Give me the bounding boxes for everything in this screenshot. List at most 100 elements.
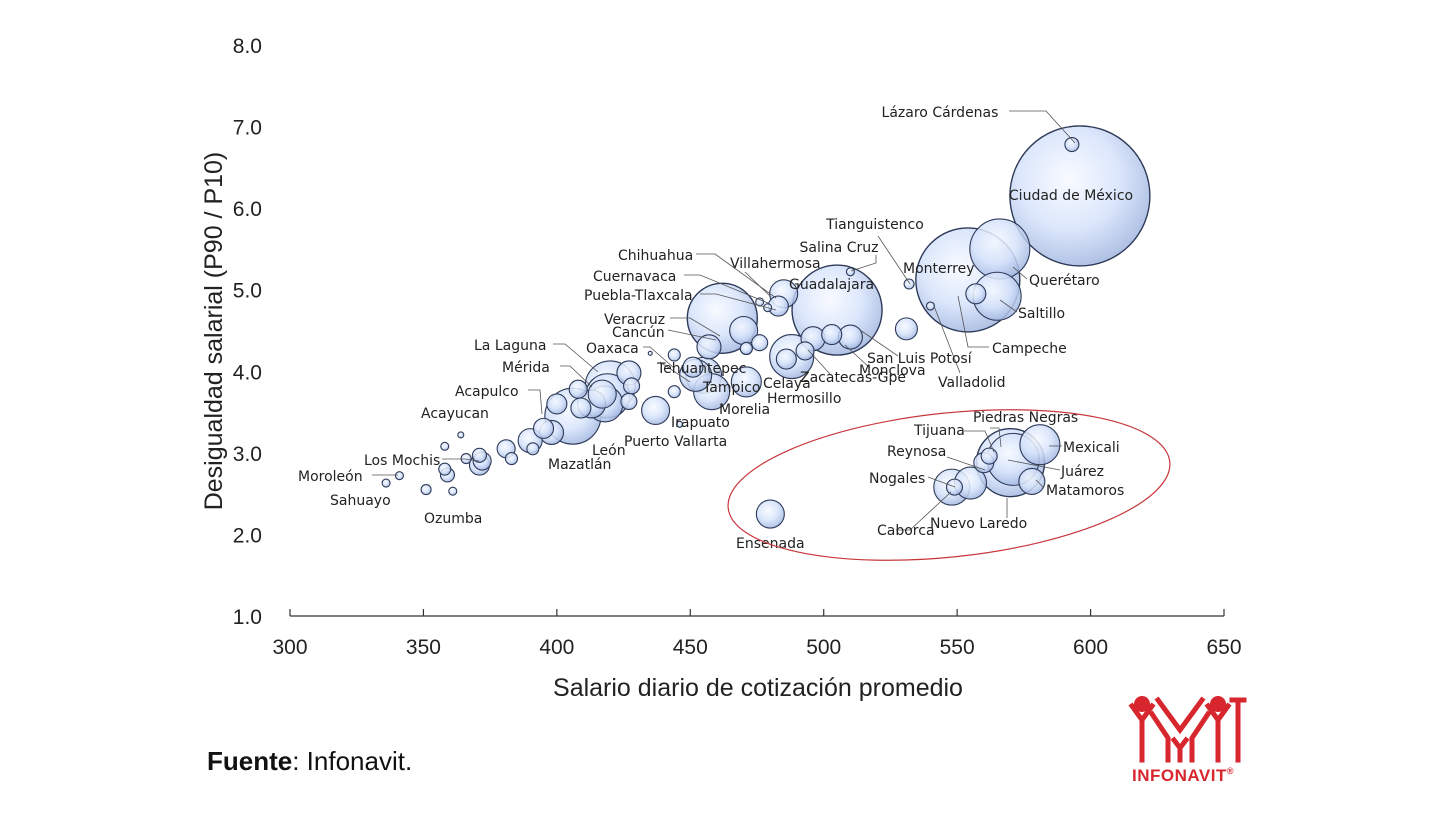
- x-tick-label: 400: [539, 636, 574, 659]
- bubble-mexicali: [1019, 424, 1061, 466]
- x-tick-label: 300: [272, 636, 307, 659]
- bubble: [570, 397, 592, 419]
- bubble-acapulco: [532, 417, 555, 439]
- label-valladolid: Valladolid: [938, 375, 1006, 391]
- y-tick-label: 6.0: [233, 198, 262, 221]
- label-cuernavaca: Cuernavaca: [593, 269, 676, 285]
- leader-line-veracruz: [670, 317, 721, 337]
- bubble-celaya: [751, 334, 769, 352]
- bubble-salina-cruz: [845, 267, 855, 277]
- y-tick-label: 5.0: [233, 280, 262, 303]
- leader-line-piedras-negras: [990, 427, 1002, 448]
- leader-line-reynosa: [946, 456, 986, 471]
- bubble-lázaro-cárdenas: [1064, 136, 1080, 153]
- bubble-monclova: [795, 341, 815, 361]
- label-lázaro-cárdenas: Lázaro Cárdenas: [882, 105, 999, 121]
- x-tick-label: 600: [1073, 636, 1108, 659]
- leader-line-mérida: [560, 365, 593, 388]
- label-puebla-tlaxcala: Puebla-Tlaxcala: [584, 288, 693, 304]
- label-juárez: Juárez: [1060, 464, 1104, 480]
- leader-line-acapulco: [528, 389, 543, 415]
- bubble: [460, 453, 472, 465]
- label-león: León: [592, 443, 626, 459]
- label-monterrey: Monterrey: [903, 261, 974, 277]
- bubble: [821, 324, 843, 346]
- label-mérida: Mérida: [502, 360, 550, 376]
- bubble-valladolid: [925, 301, 936, 311]
- label-caborca: Caborca: [877, 523, 935, 539]
- label-sahuayo: Sahuayo: [330, 493, 391, 509]
- label-irapuato: Irapuato: [671, 415, 730, 431]
- leader-line-valladolid: [933, 305, 961, 374]
- bubble: [546, 393, 568, 415]
- bubble: [438, 462, 452, 476]
- city-labels: Lázaro Cárdenas Ciudad de México Tianguist…: [298, 105, 1133, 552]
- bubble-puerto-vallarta: [641, 395, 671, 425]
- label-zacatecas-gpe: Zacatecas-Gpe: [800, 370, 906, 386]
- label-ciudad-de-méxico: Ciudad de México: [1009, 188, 1133, 204]
- bubble-ciudad-de-méxico: [1009, 125, 1151, 267]
- x-tick-label: 650: [1206, 636, 1241, 659]
- label-piedras-negras: Piedras Negras: [973, 410, 1078, 426]
- bubble: [667, 348, 681, 362]
- x-tick-label: 350: [406, 636, 441, 659]
- infonavit-logo-icon: [1128, 696, 1247, 763]
- y-tick-label: 3.0: [233, 443, 262, 466]
- leader-line-tijuana: [964, 430, 995, 453]
- label-campeche: Campeche: [992, 341, 1067, 357]
- leader-line-tehuantepec: [659, 361, 691, 383]
- bubble-oaxaca: [647, 350, 653, 356]
- x-axis-title: Salario diario de cotización promedio: [553, 674, 963, 702]
- label-nogales: Nogales: [869, 471, 925, 487]
- label-tijuana: Tijuana: [913, 423, 965, 439]
- label-moroleón: Moroleón: [298, 469, 363, 485]
- leader-line-la-laguna: [553, 343, 599, 373]
- source-text: : Infonavit.: [292, 746, 413, 776]
- leader-line-juárez: [1007, 459, 1061, 471]
- label-mexicali: Mexicali: [1063, 440, 1120, 456]
- leader-line-zacatecas-gpe: [807, 349, 831, 375]
- label-mazatlán: Mazatlán: [548, 457, 611, 473]
- label-saltillo: Saltillo: [1018, 306, 1065, 322]
- leader-line-puebla-tlaxcala: [700, 293, 777, 311]
- leader-line-lázaro-cárdenas: [1009, 110, 1076, 144]
- bubble-hermosillo: [775, 348, 797, 370]
- y-tick-label: 8.0: [233, 35, 262, 58]
- label-tianguistenco: Tianguistenco: [825, 217, 924, 233]
- bubble-ozumba: [448, 486, 458, 496]
- label-oaxaca: Oaxaca: [586, 341, 639, 357]
- bubble: [420, 484, 432, 496]
- bubble-moroleón: [394, 471, 404, 481]
- leader-line-chihuahua: [696, 253, 777, 299]
- y-axis-title: Desigualdad salarial (P90 / P10): [200, 152, 228, 511]
- leader-line-monclova: [844, 344, 871, 369]
- label-chihuahua: Chihuahua: [618, 248, 693, 264]
- label-monclova: Monclova: [859, 363, 926, 379]
- label-celaya: Celaya: [763, 376, 811, 392]
- bubble: [471, 447, 488, 463]
- bubble-matamoros: [1018, 467, 1046, 495]
- bubble: [440, 441, 450, 451]
- y-tick-label: 1.0: [233, 606, 262, 629]
- leader-line-oaxaca: [643, 346, 675, 369]
- border-region-ellipse: [727, 409, 1171, 561]
- label-tehuantepec: Tehuantepec: [656, 361, 746, 377]
- leader-line-salina-cruz: [850, 255, 877, 272]
- bubble-acayucan: [457, 431, 465, 439]
- bubble-morelia: [730, 366, 762, 398]
- bubble: [504, 452, 519, 466]
- bubble: [894, 317, 918, 341]
- x-tick-label: 450: [673, 636, 708, 659]
- bubble: [568, 379, 588, 399]
- x-tick-label: 500: [806, 636, 841, 659]
- label-hermosillo: Hermosillo: [767, 391, 841, 407]
- leader-line-villahermosa: [744, 271, 772, 298]
- label-ozumba: Ozumba: [424, 511, 482, 527]
- label-acapulco: Acapulco: [455, 384, 519, 400]
- leader-line-nogales: [927, 476, 956, 488]
- leader-line-san-luis-potosí: [859, 329, 899, 357]
- label-villahermosa: Villahermosa: [730, 256, 821, 272]
- label-morelia: Morelia: [719, 402, 770, 418]
- x-tick-label: 550: [940, 636, 975, 659]
